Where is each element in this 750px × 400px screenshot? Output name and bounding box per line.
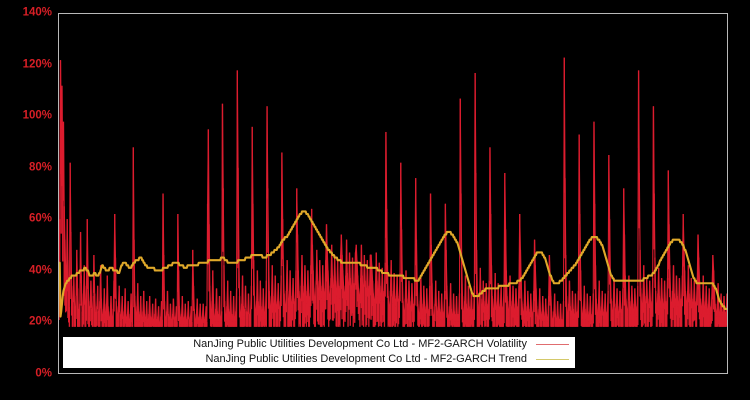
volatility-line-swatch — [536, 344, 569, 345]
plot-svg — [59, 57, 727, 327]
y-tick-label: 60% — [28, 212, 52, 225]
y-axis: 0% 20% 40% 60% 80% 100% 120% 140% — [0, 0, 52, 400]
plot-area — [58, 13, 728, 374]
legend: NanJing Public Utilities Development Co … — [63, 337, 575, 368]
volatility-series — [59, 57, 727, 327]
legend-label-trend: NanJing Public Utilities Development Co … — [205, 353, 527, 365]
y-tick-label: 40% — [28, 264, 52, 277]
trend-series — [59, 210, 727, 318]
legend-item-volatility: NanJing Public Utilities Development Co … — [63, 337, 575, 352]
trend-line-swatch — [536, 359, 569, 360]
y-tick-label: 100% — [22, 109, 52, 122]
y-tick-label: 20% — [28, 315, 52, 328]
y-tick-label: 80% — [28, 160, 52, 173]
y-tick-label: 0% — [35, 367, 52, 380]
y-tick-label: 120% — [22, 57, 52, 70]
legend-label-volatility: NanJing Public Utilities Development Co … — [193, 338, 527, 350]
volatility-line — [59, 57, 727, 327]
legend-item-trend: NanJing Public Utilities Development Co … — [63, 352, 575, 367]
trend-line — [59, 210, 727, 318]
y-tick-label: 140% — [22, 6, 52, 19]
